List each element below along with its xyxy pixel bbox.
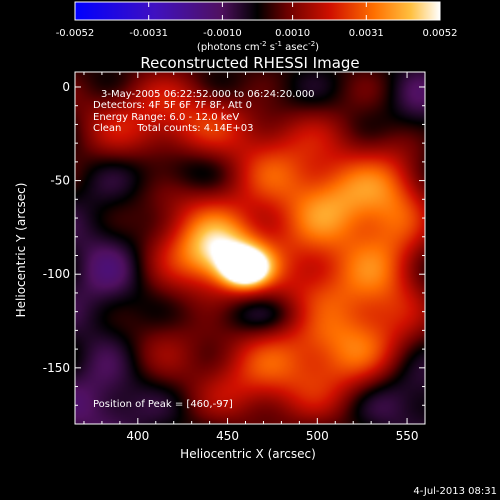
x-axis-label: Heliocentric X (arcsec) <box>180 447 316 461</box>
y-tick-label: -50 <box>50 174 70 188</box>
plot-frame <box>74 71 426 425</box>
annotation-time-range: 3-May-2005 06:22:52.000 to 06:24:20.000 <box>101 89 314 100</box>
footer-date: 4-Jul-2013 08:31 <box>413 486 497 497</box>
y-axis-label: Heliocentric Y (arcsec) <box>14 183 28 318</box>
colorbar-tick-label: 0.0052 <box>423 28 458 39</box>
colorbar-tick-label: 0.0010 <box>275 28 310 39</box>
y-tick-label: 0 <box>62 80 70 94</box>
x-tick-label: 450 <box>216 429 239 443</box>
colorbar-ticks: -0.0052 -0.0031 -0.0010 0.0010 0.0031 0.0052 <box>56 2 458 39</box>
annotation-energy-range: Energy Range: 6.0 - 12.0 keV <box>93 112 239 123</box>
chart-title: Reconstructed RHESSI Image <box>140 54 359 72</box>
colorbar-tick-label: -0.0031 <box>129 28 168 39</box>
colorbar-tick-label: -0.0010 <box>203 28 242 39</box>
annotation-block: 3-May-2005 06:22:52.000 to 06:24:20.000 … <box>93 89 314 410</box>
plot-area: 400 450 500 550 0 -50 -100 -150 <box>43 71 426 443</box>
colorbar-tick-label: 0.0031 <box>349 28 384 39</box>
annotation-peak-position: Position of Peak = [460,-97] <box>93 399 233 410</box>
annotation-clean-counts: Clean Total counts: 4.14E+03 <box>93 123 253 134</box>
colorbar-unit: (photons cm-2 s-1 asec-2) <box>197 40 319 53</box>
x-tick-label: 400 <box>126 429 149 443</box>
colorbar-tick-label: -0.0052 <box>56 28 95 39</box>
colorbar: -0.0052 -0.0031 -0.0010 0.0010 0.0031 0.0052 … <box>56 1 458 53</box>
y-tick-label: -150 <box>43 361 70 375</box>
x-tick-label: 500 <box>306 429 329 443</box>
heatmap-image <box>75 72 425 424</box>
colorbar-gradient <box>74 1 441 21</box>
axis-ticks: 400 450 500 550 0 -50 -100 -150 <box>43 72 426 443</box>
y-tick-label: -100 <box>43 267 70 281</box>
x-tick-label: 550 <box>396 429 419 443</box>
annotation-detectors: Detectors: 4F 5F 6F 7F 8F, Att 0 <box>93 100 252 111</box>
